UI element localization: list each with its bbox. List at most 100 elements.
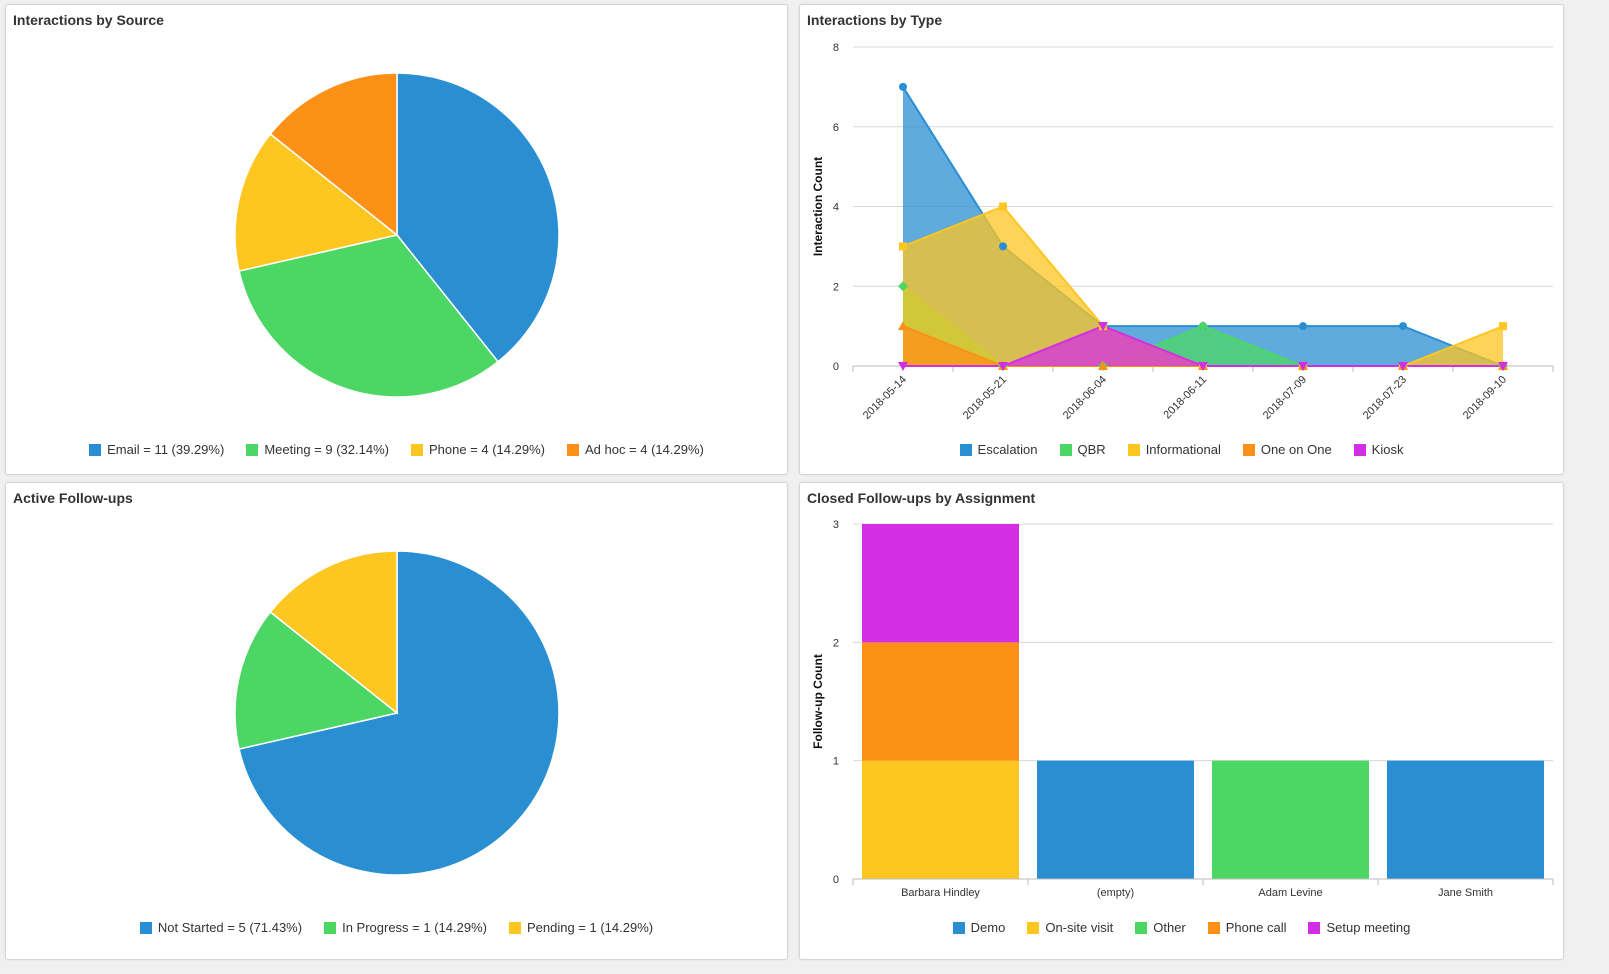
- legend-label: Other: [1153, 920, 1186, 935]
- legend-item-demo[interactable]: Demo: [952, 920, 1005, 935]
- y-tick-label: 6: [833, 122, 839, 134]
- point-kiosk[interactable]: [1098, 322, 1108, 332]
- legend-label: Meeting = 9 (32.14%): [264, 442, 389, 457]
- legend-swatch: [1127, 443, 1140, 456]
- bar-jane-smith-demo[interactable]: [1387, 760, 1544, 879]
- legend-item-escalation[interactable]: Escalation: [959, 442, 1038, 457]
- legend-item-phone-call[interactable]: Phone call: [1207, 920, 1287, 935]
- point-escalation[interactable]: [899, 82, 907, 91]
- legend-label: Kiosk: [1371, 442, 1404, 457]
- panel-interactions-by-type: Interactions by Type 0 2 4 6 8 2018-05-14 2018…: [799, 4, 1564, 475]
- point-kiosk[interactable]: [1298, 362, 1308, 371]
- panel-interactions-by-source: Interactions by Source Email = 11 (39.29…: [5, 4, 788, 475]
- panel-title: Active Follow-ups: [13, 490, 133, 506]
- legend-label: In Progress = 1 (14.29%): [342, 920, 487, 935]
- legend-label: Pending = 1 (14.29%): [526, 920, 654, 935]
- legend-item-meeting[interactable]: Meeting = 9 (32.14%): [246, 442, 389, 457]
- point-qbr[interactable]: [1198, 321, 1208, 332]
- x-tick-label: 2018-05-21: [961, 374, 1009, 422]
- legend-item-pending[interactable]: Pending = 1 (14.29%): [508, 920, 654, 935]
- legend-item-kiosk[interactable]: Kiosk: [1353, 442, 1404, 457]
- legend-label: One on One: [1260, 442, 1332, 457]
- area-informational[interactable]: [903, 206, 1503, 367]
- legend-item-one-on-one[interactable]: One on One: [1242, 442, 1332, 457]
- panel-title: Interactions by Type: [807, 12, 943, 28]
- legend-swatch: [566, 443, 579, 456]
- legend-swatch: [410, 443, 423, 456]
- legend-source: Email = 11 (39.29%) Meeting = 9 (32.14%) P…: [6, 442, 787, 457]
- panel-closed-followups: Closed Follow-ups by Assignment 0 1 2 3 Foll…: [799, 482, 1564, 960]
- point-escalation[interactable]: [1399, 322, 1407, 331]
- y-tick-label: 0: [833, 874, 839, 886]
- point-kiosk[interactable]: [898, 362, 908, 371]
- bar-adam-levine-other[interactable]: [1212, 760, 1369, 879]
- pie-slice-pending[interactable]: [269, 550, 398, 715]
- y-tick-label: 3: [833, 519, 839, 531]
- y-tick-label: 8: [833, 42, 839, 54]
- bar-chart-closed: 0 1 2 3 Follow-up Count Barbara Hindley (empty…: [811, 519, 1554, 899]
- legend-label: Phone call: [1225, 920, 1287, 935]
- legend-swatch: [1353, 443, 1366, 456]
- x-tick-label: Adam Levine: [1258, 887, 1322, 899]
- point-informational[interactable]: [899, 242, 907, 251]
- legend-swatch: [1207, 921, 1220, 934]
- legend-swatch: [508, 921, 521, 934]
- bar-empty-demo[interactable]: [1037, 760, 1194, 879]
- legend-item-in-progress[interactable]: In Progress = 1 (14.29%): [324, 920, 487, 935]
- legend-label: Setup meeting: [1326, 920, 1411, 935]
- x-tick-label: 2018-07-09: [1261, 374, 1309, 422]
- panel-active-followups: Active Follow-ups Not Started = 5 (71.43…: [5, 482, 788, 960]
- area-kiosk[interactable]: [903, 326, 1503, 366]
- point-escalation[interactable]: [1299, 322, 1307, 331]
- point-kiosk[interactable]: [1498, 362, 1508, 371]
- y-tick-label: 0: [833, 361, 839, 373]
- legend-label: On-site visit: [1045, 920, 1114, 935]
- pie-slice-meeting[interactable]: [238, 234, 500, 398]
- legend-swatch: [89, 443, 102, 456]
- point-qbr[interactable]: [898, 281, 908, 292]
- point-escalation[interactable]: [999, 242, 1007, 251]
- x-tick-label: (empty): [1097, 887, 1134, 899]
- point-kiosk[interactable]: [1398, 362, 1408, 371]
- legend-swatch: [1308, 921, 1321, 934]
- pie-slice-ad-hoc[interactable]: [269, 72, 398, 237]
- y-axis-label: Interaction Count: [811, 157, 825, 256]
- legend-item-email[interactable]: Email = 11 (39.29%): [89, 442, 224, 457]
- legend-item-qbr[interactable]: QBR: [1059, 442, 1106, 457]
- point-one-on-one[interactable]: [1098, 361, 1108, 370]
- legend-swatch: [1027, 921, 1040, 934]
- x-tick-label: 2018-05-14: [861, 374, 909, 422]
- pie-chart-followups: [234, 550, 560, 876]
- area-chart-type: 0 2 4 6 8 2018-05-14 2018-05-21 2018-06-04 2018-…: [811, 42, 1554, 422]
- pie-slice-in-progress[interactable]: [234, 610, 399, 750]
- legend-swatch: [959, 443, 972, 456]
- legend-item-other[interactable]: Other: [1135, 920, 1186, 935]
- legend-item-ad-hoc[interactable]: Ad hoc = 4 (14.29%): [566, 442, 704, 457]
- legend-item-not-started[interactable]: Not Started = 5 (71.43%): [139, 920, 302, 935]
- y-axis-label: Follow-up Count: [811, 654, 825, 749]
- legend-label: Escalation: [977, 442, 1038, 457]
- pie-chart-source: [234, 72, 560, 398]
- pie-slice-email[interactable]: [396, 72, 560, 363]
- x-tick-label: Jane Smith: [1438, 887, 1493, 899]
- legend-item-on-site-visit[interactable]: On-site visit: [1027, 920, 1113, 935]
- legend-label: QBR: [1077, 442, 1106, 457]
- point-one-on-one[interactable]: [898, 321, 908, 331]
- legend-item-informational[interactable]: Informational: [1127, 442, 1221, 457]
- bar-barbara-hindley-setup-meeting[interactable]: [862, 524, 1019, 643]
- point-informational[interactable]: [1499, 322, 1507, 331]
- legend-item-phone[interactable]: Phone = 4 (14.29%): [410, 442, 545, 457]
- pie-slice-not-started[interactable]: [238, 550, 560, 876]
- point-kiosk[interactable]: [1198, 362, 1208, 371]
- legend-swatch: [1135, 921, 1148, 934]
- legend-swatch: [246, 443, 259, 456]
- pie-slice-phone[interactable]: [234, 132, 399, 272]
- legend-swatch: [324, 921, 337, 934]
- legend-item-setup-meeting[interactable]: Setup meeting: [1308, 920, 1410, 935]
- bar-barbara-hindley-phone-call[interactable]: [862, 642, 1019, 761]
- point-kiosk[interactable]: [998, 362, 1008, 371]
- area-one-on-one[interactable]: [903, 326, 1503, 366]
- bar-barbara-hindley-on-site-visit[interactable]: [862, 760, 1019, 879]
- x-tick-label: 2018-09-10: [1461, 374, 1509, 422]
- point-informational[interactable]: [999, 202, 1007, 211]
